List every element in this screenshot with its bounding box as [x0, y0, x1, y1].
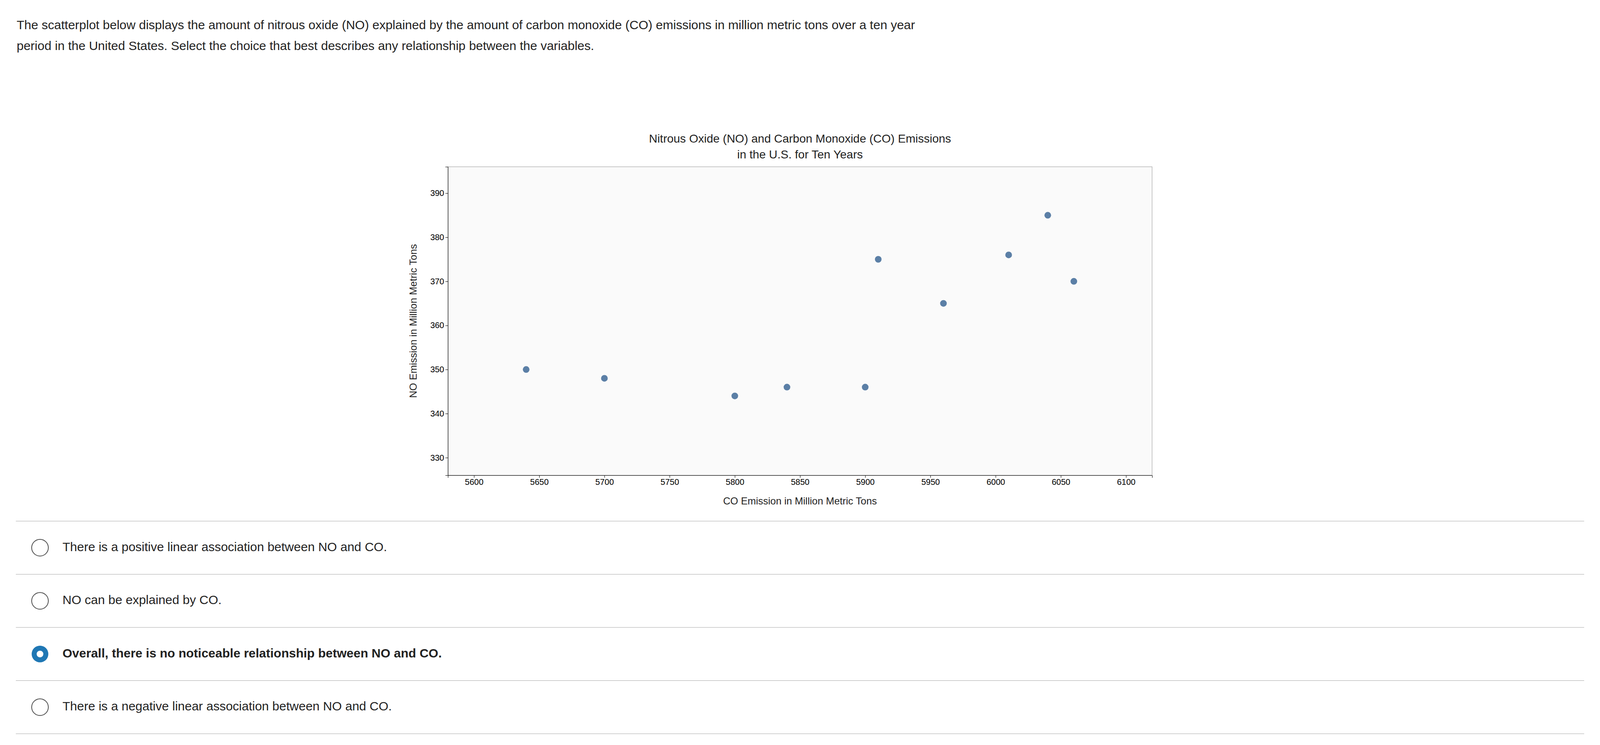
tick: 390: [430, 188, 448, 198]
tick-label: 350: [430, 364, 445, 374]
y-axis-title: NO Emission in Million Metric Tons: [407, 244, 419, 398]
tick: 370: [430, 276, 448, 286]
y-axis: 330 340 350 360 370 380 390: [430, 167, 449, 476]
tick-mark: [445, 325, 448, 326]
tick: 380: [430, 232, 448, 242]
tick: 360: [430, 320, 448, 330]
point: [875, 255, 882, 263]
tick-label: 5800: [725, 477, 745, 487]
point: [601, 374, 608, 382]
tick-label: 5850: [790, 477, 810, 487]
choice: There is a positive linear association b…: [15, 539, 1585, 575]
header: The scatterplot below displays the amoun…: [16, 17, 915, 53]
points: [522, 211, 1078, 399]
tick-label: 390: [430, 188, 445, 198]
tick: 5950: [921, 475, 940, 487]
separator: [15, 627, 1585, 628]
point: [861, 383, 869, 391]
tick-mark: [445, 413, 448, 414]
chart: 5600 5650 5700 5750 5800 5850 5900 5950 6000 6050…: [407, 132, 1153, 507]
choice-text: There is a negative linear association b…: [62, 698, 392, 713]
plot-frame: [447, 166, 1153, 475]
tick-mark: [445, 192, 448, 194]
tick-label: 5700: [595, 477, 615, 487]
tick: 5800: [725, 475, 745, 487]
choices: There is a positive linear association b…: [15, 520, 1585, 734]
tick-mark: [445, 369, 448, 370]
tick-label: 340: [430, 408, 445, 418]
tick: 6000: [986, 475, 1006, 487]
tick: 5900: [856, 475, 875, 487]
tick-mark: [445, 457, 448, 458]
subtitle: in the U.S. for Ten Years: [737, 147, 863, 161]
tick-label: 5900: [856, 477, 875, 487]
tick-label: 360: [430, 320, 445, 330]
point: [1005, 251, 1013, 258]
tick-label: 6100: [1117, 477, 1136, 487]
tick: 5850: [790, 475, 810, 487]
tick-mark: [445, 281, 448, 282]
radio: [31, 592, 49, 609]
tick: 5600: [465, 475, 484, 487]
choice: Overall, there is no noticeable relation…: [15, 645, 1585, 681]
point: [783, 383, 791, 391]
point: [940, 300, 947, 307]
page: The scatterplot below displays the amoun…: [0, 0, 1600, 745]
tick-label: 5750: [660, 477, 680, 487]
separator: [15, 573, 1585, 575]
point: [731, 392, 739, 400]
choice: NO can be explained by CO.: [15, 592, 1585, 628]
tick: 330: [430, 452, 448, 463]
header-line: period in the United States. Select the …: [16, 38, 595, 53]
tick: 340: [430, 408, 448, 418]
x-axis-title: CO Emission in Million Metric Tons: [723, 495, 878, 507]
choice-text: There is a positive linear association b…: [62, 539, 388, 554]
tick-label: 5650: [530, 477, 549, 487]
separator: [15, 733, 1585, 734]
tick: 5750: [660, 475, 680, 487]
y-axis-line: [445, 167, 449, 476]
header-line: The scatterplot below displays the amoun…: [16, 17, 915, 32]
tick: 5700: [595, 475, 615, 487]
radio-dot: [36, 650, 44, 658]
point: [1070, 277, 1078, 285]
separator: [15, 680, 1585, 681]
tick-label: 380: [430, 232, 445, 242]
tick: 6100: [1117, 475, 1136, 487]
tick-label: 370: [430, 276, 445, 286]
radio: [31, 539, 49, 556]
tick-label: 6000: [986, 477, 1006, 487]
choice: There is a negative linear association b…: [15, 698, 1585, 734]
tick-label: 6050: [1051, 477, 1071, 487]
choice-text: NO can be explained by CO.: [62, 592, 222, 607]
tick: 6050: [1051, 475, 1071, 487]
tick-label: 5950: [921, 477, 940, 487]
tick: 5650: [530, 475, 549, 487]
separator: [15, 520, 1585, 522]
tick-label: 330: [430, 452, 445, 463]
point: [522, 365, 530, 373]
title: Nitrous Oxide (NO) and Carbon Monoxide (…: [648, 132, 951, 145]
radio: [31, 698, 49, 715]
choice-text: Overall, there is no noticeable relation…: [62, 645, 442, 660]
point: [1044, 211, 1052, 219]
tick: 350: [430, 364, 448, 374]
x-axis: 5600 5650 5700 5750 5800 5850 5900 5950 6000 6050…: [448, 475, 1153, 487]
tick-label: 5600: [465, 477, 484, 487]
radio-selected: [31, 645, 49, 663]
tick-mark: [445, 237, 448, 238]
